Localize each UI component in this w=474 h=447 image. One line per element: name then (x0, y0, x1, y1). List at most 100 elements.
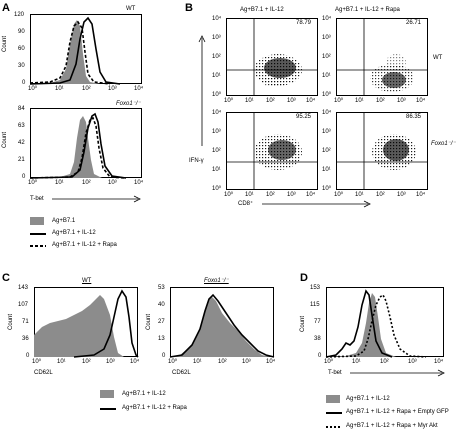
x-tick: 10¹ (55, 180, 64, 186)
y-tick: 10⁴ (212, 16, 222, 22)
y-tick: 10² (212, 148, 221, 154)
x-tick: 10⁴ (306, 98, 316, 104)
panel-b-x-arrow (262, 200, 371, 208)
panel-d-ylabel: Count (300, 315, 306, 332)
y-tick: 120 (14, 12, 25, 18)
y-tick: 10⁰ (212, 186, 222, 192)
panel-b-xlabel: CD8⁺ (238, 201, 254, 207)
x-tick: 10¹ (355, 98, 364, 104)
x-tick: 10⁰ (32, 359, 42, 365)
y-tick: 10¹ (322, 73, 331, 79)
panel-a-top-label: WT (126, 6, 136, 12)
legend-swatch-solid (100, 408, 116, 410)
y-tick: 10³ (212, 129, 221, 135)
x-tick: 10⁴ (434, 359, 444, 365)
panel-d-xlabel: T-bet (328, 370, 342, 376)
y-tick: 10⁴ (322, 110, 332, 116)
panel-a-x-arrow (52, 195, 141, 203)
x-tick: 10⁴ (266, 359, 276, 365)
dotted-histogram (325, 293, 427, 358)
x-tick: 10⁰ (334, 98, 344, 104)
panel-a-bottom-histograms (29, 112, 127, 179)
x-tick: 10² (218, 359, 227, 365)
panel-a-top-histograms (29, 16, 121, 85)
legend-label: Ag+B7.1 + IL-12 (52, 230, 96, 236)
panel-c-right-ylabel: Count (146, 313, 152, 330)
panel-a-xlabel: T-bet (30, 196, 44, 202)
solid-histogram (29, 16, 121, 85)
y-tick: 71 (22, 319, 29, 325)
y-tick: 10² (322, 54, 331, 60)
x-tick: 10¹ (193, 359, 202, 365)
solid-histogram (169, 293, 275, 358)
solid-histogram (325, 289, 393, 358)
legend-label: Ag+B7.1 + IL-12 (346, 396, 390, 402)
panel-c-left-xlabel: CD62L (34, 370, 53, 376)
x-tick: 10³ (106, 359, 115, 365)
x-tick: 10¹ (245, 192, 254, 198)
panel-b-letter: B (185, 2, 193, 14)
y-tick: 53 (158, 285, 165, 291)
legend-swatch-solid (326, 412, 342, 414)
x-tick: 10² (82, 359, 91, 365)
x-tick: 10¹ (352, 359, 361, 365)
panel-c-left-ylabel: Count (8, 313, 14, 330)
y-tick: 27 (158, 319, 165, 325)
y-tick: 36 (22, 336, 29, 342)
panel-c-letter: C (2, 272, 10, 284)
x-tick: 10³ (397, 192, 406, 198)
y-tick: 107 (18, 302, 29, 308)
legend-swatch-gray (30, 217, 44, 225)
x-tick: 10⁴ (306, 192, 316, 198)
y-tick: 42 (18, 140, 25, 146)
x-tick: 10³ (108, 180, 117, 186)
y-tick: 13 (158, 336, 165, 342)
panel-b-ylabel: IFN-γ (189, 158, 204, 164)
x-tick: 10⁰ (224, 192, 234, 198)
y-tick: 77 (314, 319, 321, 325)
y-tick: 0 (162, 353, 166, 359)
panel-b-row-label-wt: WT (433, 55, 443, 61)
x-tick: 10⁰ (28, 86, 38, 92)
panel-b-br-scatter (336, 112, 428, 190)
legend-label: Ag+B7.1 + IL-12 (122, 391, 166, 397)
legend-swatch-dotted (326, 426, 342, 428)
y-tick: 10¹ (212, 73, 221, 79)
legend-label: Ag+B7.1 + IL-12 + Rapa + Empty GFP (346, 409, 449, 415)
legend-label: Ag+B7.1 + IL-12 + Rapa (52, 242, 117, 248)
x-tick: 10⁴ (134, 180, 144, 186)
y-tick: 21 (18, 157, 25, 163)
panel-c-right-xlabel: CD62L (172, 370, 191, 376)
y-tick: 0 (26, 353, 30, 359)
panel-c-left-histograms (34, 289, 139, 358)
y-tick: 90 (18, 29, 25, 35)
panel-b-pct-2: 26.71 (406, 20, 422, 26)
y-tick: 143 (18, 285, 29, 291)
legend-swatch-dashed (30, 245, 46, 247)
solid-histogram (29, 112, 127, 179)
x-tick: 10² (266, 98, 275, 104)
x-tick: 10⁴ (130, 359, 140, 365)
y-tick: 10⁴ (322, 16, 332, 22)
y-tick: 10⁴ (212, 110, 222, 116)
x-tick: 10³ (287, 192, 296, 198)
x-tick: 10³ (397, 98, 406, 104)
gray-fill-histogram (30, 116, 102, 178)
panel-b-y-arrow (198, 35, 206, 146)
y-tick: 84 (18, 106, 25, 112)
y-tick: 10² (212, 54, 221, 60)
y-tick: 10³ (322, 129, 331, 135)
panel-b-bl-scatter (226, 112, 318, 190)
x-tick: 10³ (108, 86, 117, 92)
x-tick: 10² (376, 192, 385, 198)
panel-d-letter: D (300, 272, 308, 284)
y-tick: 40 (158, 302, 165, 308)
y-tick: 10³ (322, 35, 331, 41)
y-tick: 38 (314, 336, 321, 342)
legend-label: Ag+B7.1 (52, 218, 76, 224)
x-tick: 10⁰ (168, 359, 178, 365)
x-tick: 10² (380, 359, 389, 365)
panel-b-tr-scatter (336, 18, 428, 96)
y-tick: 0 (22, 174, 26, 180)
x-tick: 10⁰ (324, 359, 334, 365)
